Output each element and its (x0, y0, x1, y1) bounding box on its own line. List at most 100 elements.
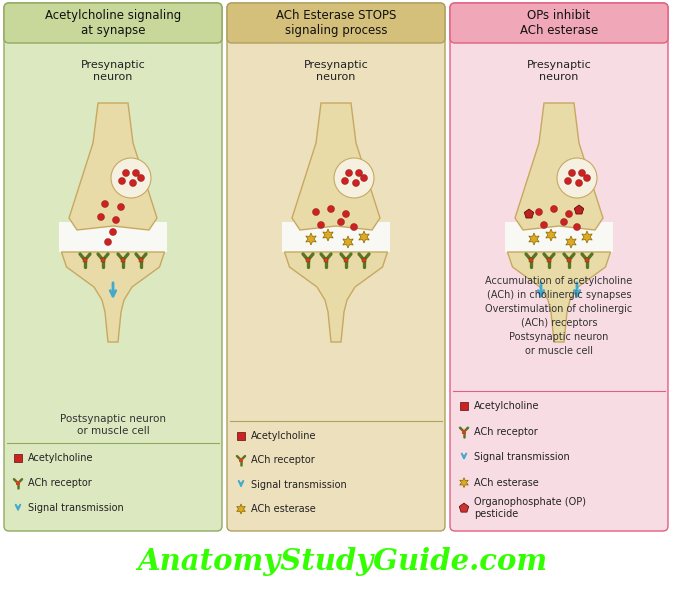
Circle shape (318, 222, 325, 228)
Polygon shape (292, 103, 380, 230)
Text: ACh receptor: ACh receptor (28, 478, 92, 488)
Circle shape (564, 177, 571, 184)
Text: Presynaptic
neuron: Presynaptic neuron (303, 60, 369, 82)
FancyBboxPatch shape (83, 258, 87, 262)
Circle shape (112, 216, 119, 224)
Circle shape (110, 228, 116, 235)
FancyBboxPatch shape (4, 3, 222, 43)
Circle shape (345, 170, 353, 177)
Polygon shape (62, 252, 164, 342)
Circle shape (111, 158, 151, 198)
FancyBboxPatch shape (324, 258, 328, 262)
Circle shape (118, 203, 125, 211)
Text: ACh receptor: ACh receptor (251, 455, 314, 465)
Circle shape (101, 200, 108, 208)
Circle shape (579, 170, 586, 177)
Circle shape (551, 206, 558, 212)
FancyBboxPatch shape (344, 258, 348, 262)
Circle shape (353, 180, 360, 187)
Circle shape (342, 177, 349, 184)
Circle shape (119, 177, 125, 184)
Circle shape (560, 218, 567, 225)
Circle shape (338, 218, 345, 225)
Circle shape (132, 170, 140, 177)
Circle shape (138, 174, 145, 181)
FancyBboxPatch shape (101, 258, 105, 262)
Text: Acetylcholine: Acetylcholine (28, 453, 93, 463)
Text: Acetylcholine: Acetylcholine (251, 431, 316, 441)
Circle shape (566, 211, 573, 218)
Circle shape (312, 209, 319, 215)
FancyBboxPatch shape (462, 430, 466, 433)
Circle shape (360, 174, 367, 181)
FancyBboxPatch shape (529, 258, 533, 262)
FancyBboxPatch shape (16, 482, 20, 485)
Text: ACh Esterase STOPS
signaling process: ACh Esterase STOPS signaling process (276, 9, 396, 37)
FancyBboxPatch shape (237, 432, 245, 439)
Text: ACh esterase: ACh esterase (474, 477, 538, 487)
Circle shape (123, 170, 129, 177)
Circle shape (97, 213, 105, 221)
Circle shape (105, 238, 112, 246)
Text: OPs inhibit
ACh esterase: OPs inhibit ACh esterase (520, 9, 598, 37)
Polygon shape (237, 504, 245, 514)
FancyBboxPatch shape (362, 258, 366, 262)
Circle shape (129, 180, 136, 187)
Polygon shape (306, 233, 316, 245)
Text: Signal transmission: Signal transmission (474, 452, 570, 462)
Polygon shape (460, 477, 469, 487)
Text: Presynaptic
neuron: Presynaptic neuron (81, 60, 145, 82)
Polygon shape (574, 205, 584, 214)
Polygon shape (566, 236, 576, 248)
Text: Signal transmission: Signal transmission (28, 503, 124, 514)
Polygon shape (505, 222, 613, 252)
FancyBboxPatch shape (227, 3, 445, 43)
Polygon shape (284, 252, 388, 342)
FancyBboxPatch shape (4, 3, 222, 531)
Polygon shape (342, 236, 353, 248)
Polygon shape (59, 222, 167, 252)
Circle shape (557, 158, 597, 198)
FancyBboxPatch shape (121, 258, 125, 262)
FancyBboxPatch shape (450, 3, 668, 531)
FancyBboxPatch shape (14, 454, 22, 462)
Text: Presynaptic
neuron: Presynaptic neuron (527, 60, 591, 82)
Polygon shape (69, 103, 157, 230)
FancyBboxPatch shape (239, 458, 243, 462)
Polygon shape (282, 222, 390, 252)
Polygon shape (515, 103, 603, 230)
Polygon shape (582, 231, 593, 243)
Circle shape (351, 224, 358, 231)
Text: Accumulation of acetylcholine
(ACh) in cholinergic synapses
Overstimulation of c: Accumulation of acetylcholine (ACh) in c… (486, 276, 633, 356)
Polygon shape (323, 229, 333, 241)
Text: Organophosphate (OP)
pesticide: Organophosphate (OP) pesticide (474, 498, 586, 519)
Circle shape (356, 170, 362, 177)
Circle shape (536, 209, 543, 215)
Polygon shape (546, 229, 556, 241)
Polygon shape (359, 231, 369, 243)
Polygon shape (524, 209, 534, 218)
Circle shape (342, 211, 349, 218)
Text: Signal transmission: Signal transmission (251, 480, 347, 490)
Text: ACh receptor: ACh receptor (474, 427, 538, 436)
FancyBboxPatch shape (585, 258, 589, 262)
Circle shape (569, 170, 575, 177)
Polygon shape (529, 233, 539, 245)
Circle shape (575, 180, 582, 187)
Text: AnatomyStudyGuide.com: AnatomyStudyGuide.com (138, 547, 547, 576)
FancyBboxPatch shape (450, 3, 668, 43)
Text: Acetylcholine: Acetylcholine (474, 401, 540, 412)
Text: ACh esterase: ACh esterase (251, 504, 316, 514)
FancyBboxPatch shape (460, 402, 468, 410)
FancyBboxPatch shape (567, 258, 571, 262)
Text: Postsynaptic neuron
or muscle cell: Postsynaptic neuron or muscle cell (60, 414, 166, 436)
Circle shape (327, 206, 334, 212)
Polygon shape (459, 503, 469, 512)
Circle shape (540, 222, 547, 228)
FancyBboxPatch shape (139, 258, 143, 262)
Text: Acetylcholine signaling
at synapse: Acetylcholine signaling at synapse (45, 9, 181, 37)
Circle shape (573, 224, 580, 231)
Polygon shape (508, 252, 610, 342)
FancyBboxPatch shape (547, 258, 551, 262)
Circle shape (334, 158, 374, 198)
